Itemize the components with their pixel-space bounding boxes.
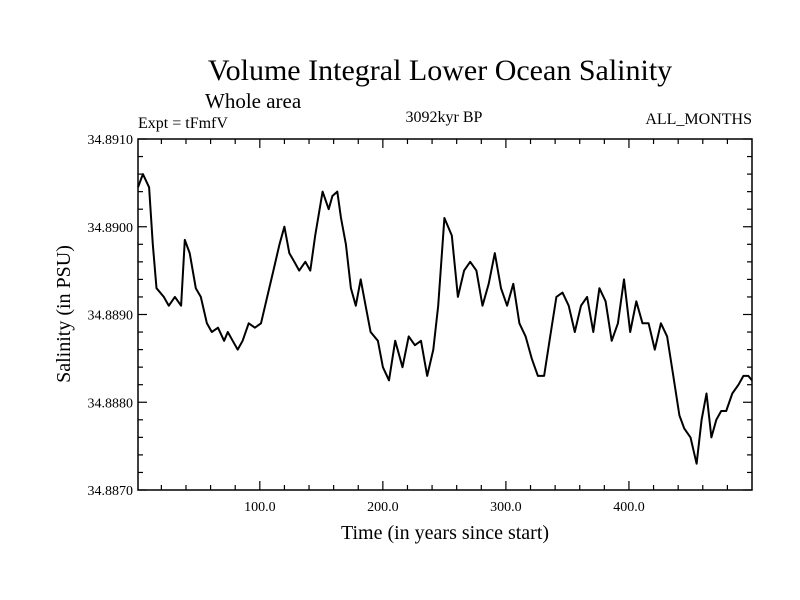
period-label: 3092kyr BP bbox=[406, 109, 483, 126]
chart-title: Volume Integral Lower Ocean Salinity bbox=[208, 54, 672, 87]
tick-layer bbox=[138, 138, 752, 491]
x-tick-label: 200.0 bbox=[367, 500, 399, 515]
chart-subtitle: Whole area bbox=[205, 89, 302, 113]
x-axis-label: Time (in years since start) bbox=[341, 522, 549, 544]
tick-label-layer: 100.0 200.0 300.0 400.0 34.8870 34.8880 34.889… bbox=[88, 133, 645, 515]
x-tick-label: 100.0 bbox=[244, 500, 276, 515]
y-tick-label: 34.8890 bbox=[88, 309, 134, 324]
plot-frame bbox=[137, 138, 753, 491]
y-axis-label: Salinity (in PSU) bbox=[53, 245, 75, 383]
x-tick-label: 300.0 bbox=[490, 500, 522, 515]
y-tick-label: 34.8880 bbox=[88, 396, 134, 411]
y-tick-label: 34.8900 bbox=[88, 221, 134, 236]
y-tick-label: 34.8870 bbox=[88, 484, 134, 499]
y-tick-label: 34.8910 bbox=[88, 133, 134, 148]
expt-label: Expt = tFmfV bbox=[138, 115, 228, 132]
x-tick-label: 400.0 bbox=[613, 500, 645, 515]
series-line-salinity bbox=[137, 173, 753, 465]
months-label: ALL_MONTHS bbox=[645, 111, 752, 128]
